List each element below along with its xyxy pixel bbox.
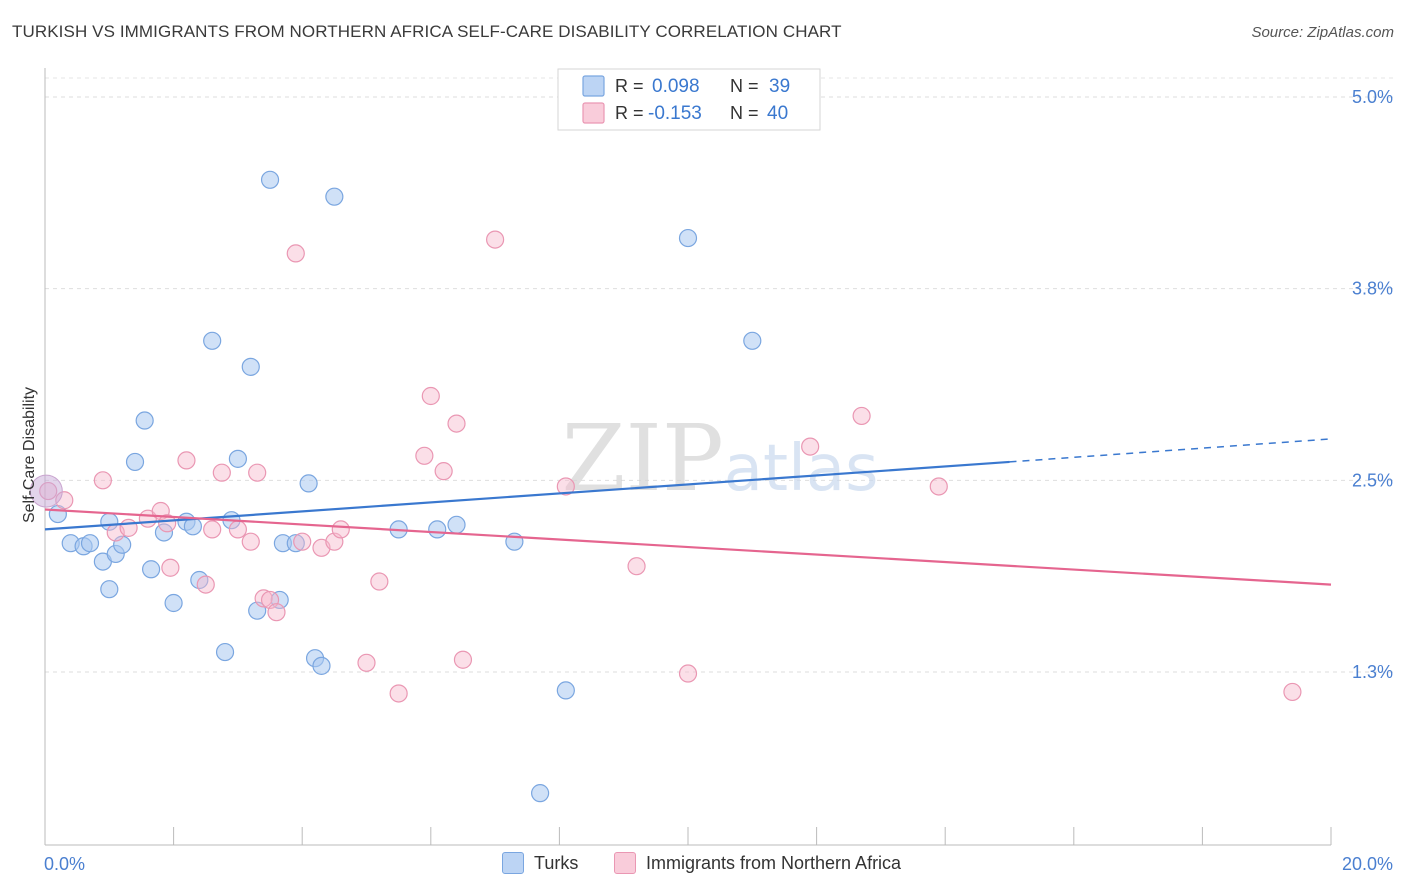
watermark: ZIPatlas	[562, 405, 879, 512]
legend-r-label-2: R =	[615, 103, 644, 123]
immigrants-swatch	[614, 852, 636, 874]
immigrants-point	[1283, 682, 1302, 702]
turks-point	[531, 784, 550, 803]
legend-n-value-1: 39	[769, 76, 790, 97]
turks-legend-label: Turks	[534, 852, 579, 873]
immigrants-point	[203, 520, 222, 539]
y-axis-label: Self-Care Disability	[21, 386, 38, 524]
y-tick-label: 3.8%	[1352, 279, 1393, 299]
turks-point	[125, 452, 145, 472]
bottom-legend-immigrants: Immigrants from Northern Africa	[614, 852, 901, 874]
turks-point	[141, 560, 161, 579]
turks-point	[228, 449, 247, 468]
x-tick-label-max: 20.0%	[1342, 854, 1393, 874]
y-tick-label: 1.3%	[1352, 662, 1393, 682]
immigrants-point	[486, 230, 505, 249]
data-points	[29, 170, 1302, 803]
turks-point	[190, 570, 209, 590]
legend-r-value-1: 0.098	[652, 76, 700, 97]
immigrants-point	[357, 653, 376, 672]
immigrants-point	[434, 462, 453, 481]
top-legend: R = 0.098 N = 39 R = -0.153 N = 40	[557, 68, 821, 131]
tick-labels: 1.3% 2.5% 3.8% 5.0% 0.0% 20.0%	[44, 87, 1393, 874]
turks-point	[164, 593, 183, 613]
immigrants-point	[801, 437, 820, 456]
x-tick-label-min: 0.0%	[44, 854, 85, 874]
immigrants-point	[196, 575, 215, 594]
immigrants-point	[267, 603, 286, 622]
legend-n-label-1: N =	[730, 76, 759, 96]
immigrants-point	[228, 520, 247, 539]
source-label: Source: ZipAtlas.com	[1251, 24, 1394, 41]
immigrants-trend-line	[44, 508, 1332, 586]
immigrants-point	[370, 572, 389, 591]
turks-point	[447, 515, 466, 534]
turks-trend-extension	[1009, 438, 1332, 463]
immigrants-point	[421, 386, 440, 406]
immigrants-point	[119, 518, 138, 537]
turks-point	[325, 187, 344, 206]
immigrants-point	[556, 477, 575, 496]
immigrants-point	[158, 514, 177, 533]
legend-r-label-1: R =	[615, 76, 644, 96]
immigrants-point	[447, 414, 466, 433]
legend-r-value-2: -0.153	[648, 103, 702, 124]
turks-point	[80, 534, 100, 553]
legend-n-label-2: N =	[730, 103, 759, 123]
turks-point	[428, 520, 447, 539]
turks-point	[100, 580, 119, 599]
immigrants-point	[453, 650, 473, 669]
turks-point	[286, 534, 305, 553]
immigrants-point	[212, 463, 231, 482]
immigrants-point	[627, 557, 646, 576]
y-tick-label: 2.5%	[1352, 470, 1393, 490]
immigrants-point	[331, 520, 350, 539]
immigrants-legend-label: Immigrants from Northern Africa	[646, 852, 902, 873]
turks-point	[215, 642, 235, 662]
turks-point	[743, 331, 762, 350]
chart-title: TURKISH VS IMMIGRANTS FROM NORTHERN AFRI…	[12, 22, 842, 41]
legend-swatch-turks	[582, 75, 605, 97]
immigrants-point	[415, 446, 434, 465]
immigrants-point	[254, 589, 273, 608]
immigrants-point	[678, 664, 698, 683]
turks-point	[260, 170, 280, 189]
y-tick-label: 5.0%	[1352, 87, 1393, 107]
immigrants-point	[286, 244, 305, 263]
immigrants-point	[389, 684, 408, 703]
turks-swatch	[502, 852, 524, 874]
immigrants-point	[93, 471, 112, 490]
trend-lines	[44, 438, 1332, 586]
immigrants-point	[241, 532, 260, 551]
bottom-legend: Turks Immigrants from Northern Africa	[0, 852, 1406, 878]
immigrants-point	[852, 406, 871, 426]
axes	[44, 68, 1332, 846]
bottom-legend-turks: Turks	[502, 852, 578, 874]
turks-point	[312, 656, 331, 675]
immigrants-point	[248, 463, 267, 482]
turks-point	[556, 681, 575, 700]
turks-point	[203, 331, 222, 350]
immigrants-point	[293, 532, 312, 551]
legend-swatch-immigrants	[582, 102, 605, 124]
immigrants-point	[161, 558, 180, 577]
overlap-point-large	[29, 474, 63, 508]
immigrants-point	[177, 451, 196, 470]
turks-point	[241, 357, 260, 376]
legend-n-value-2: 40	[767, 103, 788, 124]
immigrants-point	[929, 477, 948, 496]
turks-point	[299, 474, 318, 493]
turks-point	[678, 228, 698, 248]
turks-point	[135, 411, 154, 430]
